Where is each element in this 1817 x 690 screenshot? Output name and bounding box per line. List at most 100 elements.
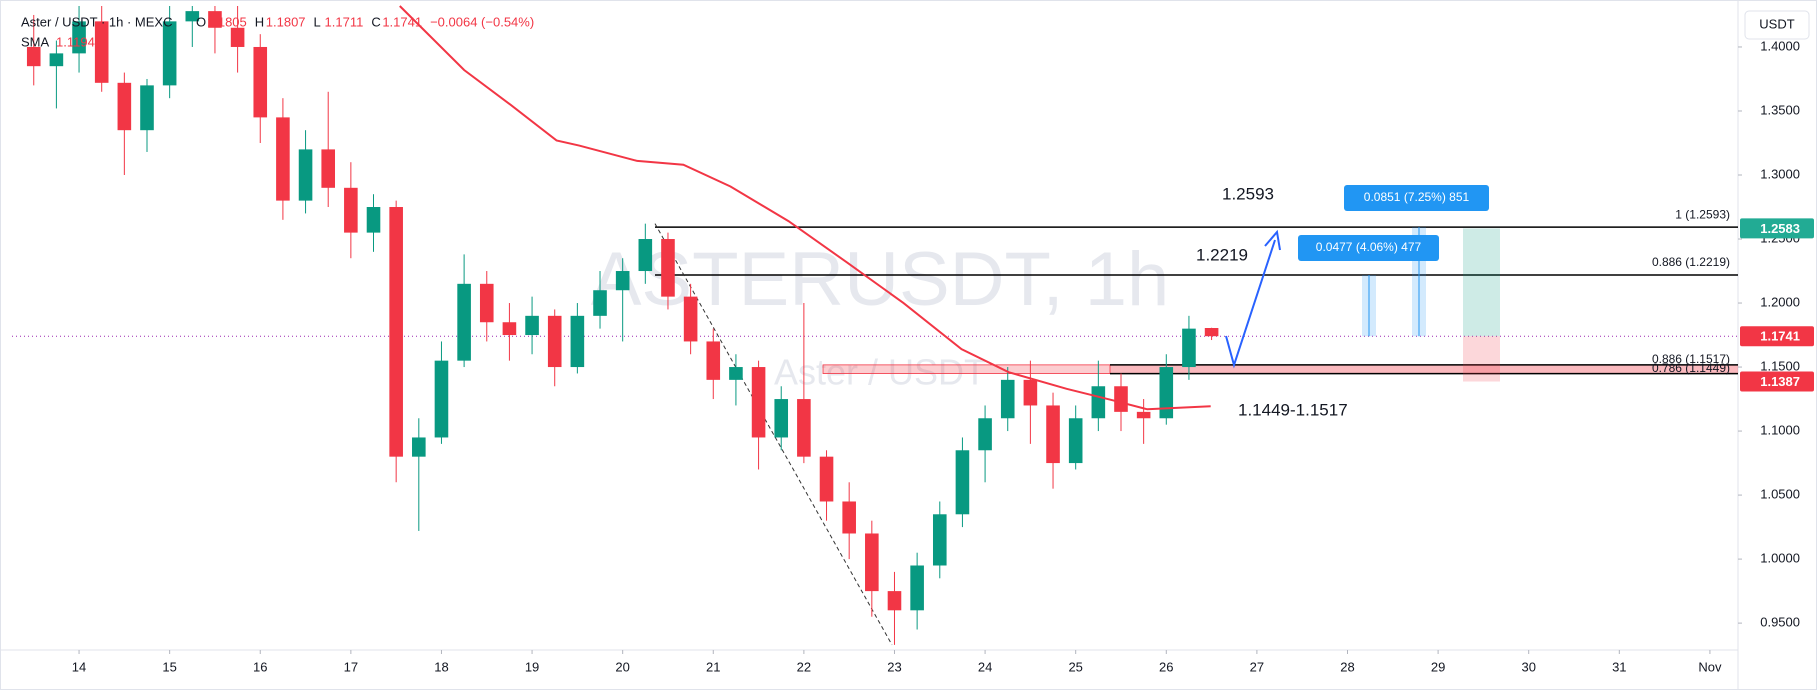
candle-body [230,27,245,47]
sma-value: 1.1194 [56,34,95,49]
x-tick-label: 21 [706,659,720,674]
x-tick-label: 28 [1340,659,1354,674]
candle-body [1000,379,1015,419]
arrow-head [1264,229,1281,251]
candle-body [683,296,698,342]
x-tick-label: 23 [887,659,901,674]
trend-line [654,223,893,646]
candle-body [706,341,721,380]
x-tick-label: 17 [344,659,358,674]
y-tick-label: 1.2000 [1760,294,1800,309]
candle-body [344,187,358,233]
candle-body [1068,418,1083,464]
candle-body [955,450,970,515]
y-tick-label: 1.0000 [1760,551,1800,566]
zone-label: 1.1449-1.1517 [1238,400,1348,419]
candle-body [797,399,811,457]
zone-band [822,364,1111,374]
candle-body [819,456,834,502]
currency-button[interactable] [1744,10,1810,40]
candle-body [26,46,41,67]
candle-body [615,271,630,291]
x-tick-label: 26 [1159,659,1173,674]
measure-box [1344,185,1489,211]
ohlc-value: 1.1741 [382,14,422,29]
x-tick-label: 24 [978,659,992,674]
target-label: 1.2593 [1222,184,1274,203]
fib-level-label: 1 (1.2593) [1675,207,1730,221]
x-tick-label: Nov [1698,659,1722,674]
candle-body [117,82,132,131]
y-tick-label: 1.1000 [1760,423,1800,438]
candle-body [887,591,902,611]
candle-body [434,360,449,438]
candle-body [185,11,200,22]
symbol: Aster / USDT · 1h · MEXC [21,14,172,29]
y-tick-label: 1.3000 [1760,166,1800,181]
zone-level-label: 0.786 (1.1449) [1652,361,1730,375]
header: Aster / USDT · 1h · MEXC O 1.1805 H 1.1807 L 1… [21,14,534,49]
candle-body [593,290,607,316]
measure-box [1298,235,1439,261]
x-tick-label: 19 [525,659,539,674]
candle-body [502,322,517,336]
candle-body [94,21,109,83]
profit-box [1463,228,1500,337]
y-tick-label: 1.4000 [1760,38,1800,53]
ohlc-value: 1.1711 [325,14,364,29]
price-badge [1740,371,1814,392]
loss-box [1463,336,1500,382]
x-tick-label: 20 [615,659,629,674]
price-badge [1740,326,1814,347]
watermark-title: ASTERUSDT, 1h [591,237,1170,322]
candle-body [978,418,992,451]
candle-body [547,315,562,368]
ohlc-name: H [255,14,264,29]
x-tick-label: 27 [1250,659,1264,674]
candle-body [842,501,856,534]
ohlc-name: L [314,14,321,29]
change: −0.0064 (−0.54%) [430,14,534,29]
candle-body [276,117,290,201]
ohlc-value: 1.1805 [207,14,247,29]
target-label: 1.2219 [1196,245,1248,264]
candle-body [1046,405,1060,464]
currency[interactable]: USDT [1759,16,1794,31]
x-tick-label: 25 [1068,659,1082,674]
price-badge-label: 1.1387 [1760,374,1800,389]
candle-body [1182,328,1196,368]
candle-body [1091,386,1106,419]
candle-body [321,149,336,188]
candle-body [1159,367,1174,419]
candle-body [865,533,879,592]
candle-body [932,514,947,566]
candle-body [910,565,924,611]
x-tick-label: 18 [434,659,448,674]
candle-body [774,399,789,438]
candle-body [570,315,585,368]
x-tick-label: 31 [1612,659,1626,674]
y-tick-label: 1.3500 [1760,102,1800,117]
sma-name: SMA [21,34,50,49]
x-tick-label: 30 [1521,659,1535,674]
sma-line [399,5,1211,411]
candle-body [162,21,177,86]
candle-body [751,367,766,438]
candle-body [366,207,381,233]
candle-body [1114,386,1128,412]
ohlc-name: O [196,14,206,29]
candle-body [479,283,494,323]
x-tick-label: 16 [253,659,267,674]
candle-body [661,239,675,297]
candle-body [389,207,403,457]
candle-body [1023,379,1038,406]
candle-body [72,21,86,54]
y-tick-label: 0.9500 [1760,615,1800,630]
measure-label: 0.0477 (4.06%) 477 [1316,240,1422,254]
price-badge [1740,218,1814,239]
candle-body [1204,328,1219,337]
candle-body [729,367,743,380]
x-tick-label: 29 [1431,659,1445,674]
